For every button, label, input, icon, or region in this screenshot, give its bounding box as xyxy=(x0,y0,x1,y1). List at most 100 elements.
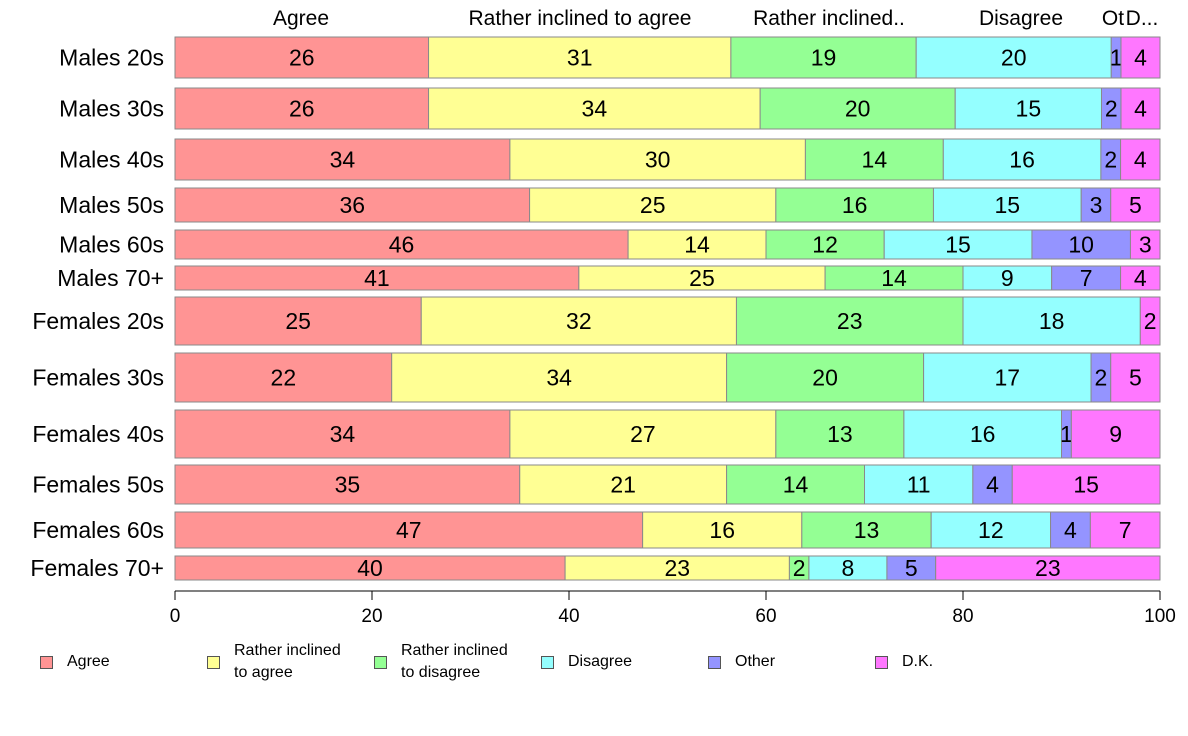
data-label: 12 xyxy=(812,232,838,258)
bar-segment xyxy=(972,464,1013,505)
bar-segment xyxy=(174,352,393,403)
bar-segment xyxy=(932,187,1082,223)
legend-label: Rather inclined to agree xyxy=(234,642,341,681)
data-label: 23 xyxy=(1035,555,1061,581)
data-label: 47 xyxy=(396,517,422,543)
data-label: 5 xyxy=(1129,192,1142,218)
data-label: 34 xyxy=(546,365,572,391)
x-tick-label: 20 xyxy=(361,606,382,627)
column-header: Rather inclined to agree xyxy=(469,7,692,30)
bar-segment xyxy=(174,36,430,79)
category-label: Males 50s xyxy=(59,192,164,218)
data-label: 18 xyxy=(1039,308,1065,334)
bar-segment xyxy=(886,555,937,581)
data-label: 16 xyxy=(842,192,868,218)
data-label: 34 xyxy=(330,147,356,173)
legend-label: Rather inclined to disagree xyxy=(401,642,508,681)
bar-segment xyxy=(174,265,580,291)
data-label: 11 xyxy=(907,472,931,498)
data-label: 2 xyxy=(1105,96,1118,122)
bar-segment xyxy=(962,296,1141,346)
bar-segment xyxy=(962,265,1053,291)
bar-segment xyxy=(942,138,1102,181)
bar-segment xyxy=(915,36,1112,79)
data-label: 26 xyxy=(289,96,315,122)
chart-legend: Agree Rather inclined to agree Rather incl… xyxy=(0,640,1188,690)
data-label: 25 xyxy=(640,192,666,218)
bar-segment xyxy=(509,138,806,181)
column-header: Ot xyxy=(1102,7,1124,30)
data-label: 4 xyxy=(1134,147,1147,173)
data-label: 3 xyxy=(1139,232,1152,258)
bar-segment xyxy=(1110,187,1161,223)
bar-segment xyxy=(954,87,1102,130)
bar-segment xyxy=(564,555,790,581)
data-label: 34 xyxy=(582,96,608,122)
column-header: D... xyxy=(1126,7,1159,30)
bar-segment xyxy=(775,409,905,459)
bar-segment xyxy=(726,464,865,505)
category-label: Males 60s xyxy=(59,232,164,258)
data-label: 35 xyxy=(335,472,361,498)
data-label: 31 xyxy=(567,45,593,71)
bar-segment xyxy=(174,555,566,581)
bar-segment xyxy=(765,229,885,260)
bar-segment xyxy=(808,555,888,581)
data-label: 5 xyxy=(905,555,918,581)
legend-item: Rather inclined to disagree xyxy=(374,640,508,684)
bar-segment xyxy=(775,187,934,223)
category-label: Females 20s xyxy=(32,308,164,334)
bar-segment xyxy=(1120,36,1161,79)
bar-segment xyxy=(578,265,826,291)
data-label: 7 xyxy=(1080,265,1093,291)
bar-segment xyxy=(174,229,629,260)
column-header: Disagree xyxy=(979,7,1063,30)
data-label: 15 xyxy=(995,192,1021,218)
bar-segment xyxy=(759,87,956,130)
data-label: 1 xyxy=(1110,45,1123,71)
data-label: 22 xyxy=(271,365,297,391)
bar-segment xyxy=(627,229,767,260)
data-label: 15 xyxy=(1016,96,1042,122)
data-label: 19 xyxy=(811,45,837,71)
data-label: 9 xyxy=(1001,265,1014,291)
legend-item: Rather inclined to agree xyxy=(207,640,341,684)
data-label: 21 xyxy=(610,472,636,498)
data-label: 17 xyxy=(995,365,1021,391)
bar-segment xyxy=(883,229,1033,260)
category-label: Females 70+ xyxy=(30,555,164,581)
bar-segment xyxy=(1011,464,1161,505)
data-label: 13 xyxy=(827,421,853,447)
data-label: 2 xyxy=(1104,147,1117,173)
bar-segment xyxy=(174,138,511,181)
data-label: 30 xyxy=(645,147,671,173)
bar-segment xyxy=(1120,138,1161,181)
data-label: 25 xyxy=(689,265,715,291)
data-label: 3 xyxy=(1090,192,1103,218)
data-label: 20 xyxy=(845,96,871,122)
x-tick-label: 40 xyxy=(558,606,579,627)
bar-segment xyxy=(935,555,1161,581)
legend-item: Disagree xyxy=(541,651,632,673)
data-label: 23 xyxy=(837,308,863,334)
data-label: 10 xyxy=(1068,232,1094,258)
legend-label: Disagree xyxy=(568,653,633,670)
bar-segment xyxy=(1129,229,1161,260)
x-tick-label: 80 xyxy=(952,606,973,627)
category-label: Males 40s xyxy=(59,147,164,173)
bar-segment xyxy=(1070,409,1161,459)
data-label: 5 xyxy=(1129,365,1142,391)
legend-swatch xyxy=(708,655,721,669)
category-label: Females 30s xyxy=(32,365,164,391)
data-label: 14 xyxy=(684,232,710,258)
bar-segment xyxy=(420,296,737,346)
data-label: 20 xyxy=(812,365,838,391)
bar-segment xyxy=(1110,352,1161,403)
category-label: Males 70+ xyxy=(57,265,164,291)
bar-segment xyxy=(1139,296,1161,346)
data-label: 15 xyxy=(945,232,971,258)
bar-segment xyxy=(801,511,932,549)
data-label: 13 xyxy=(854,517,880,543)
legend-label: D.K. xyxy=(902,653,934,670)
category-label: Females 40s xyxy=(32,421,164,447)
